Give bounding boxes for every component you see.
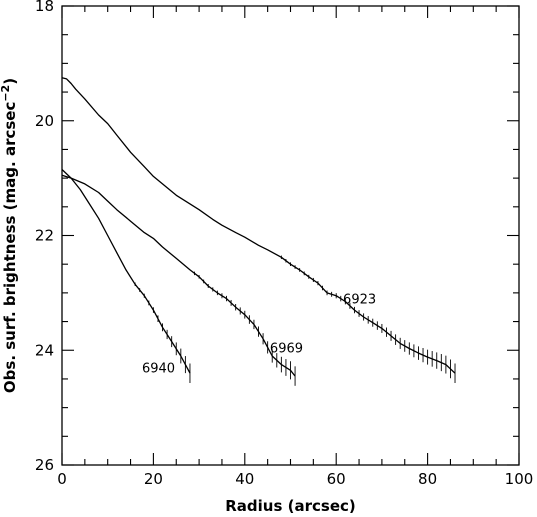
series-6969 [61, 174, 296, 386]
y-axis-label-main: Obs. surf. brightness (mag. arcsec [1, 102, 19, 393]
y-tick-label: 18 [35, 0, 54, 15]
y-tick-label: 24 [35, 341, 54, 359]
series-6923 [61, 77, 456, 383]
x-tick-label: 60 [327, 470, 346, 488]
series-line-6923 [61, 77, 456, 374]
y-axis-label-close: ) [1, 78, 19, 85]
series-annotations: 6923 6969 6940 [142, 293, 376, 377]
y-tick-label: 26 [35, 456, 54, 474]
series-label-6940: 6940 [142, 361, 175, 376]
series-label-6923: 6923 [343, 293, 376, 308]
axis-ticks [61, 5, 520, 466]
series-line-6940 [61, 169, 191, 374]
x-tick-label: 40 [235, 470, 254, 488]
y-axis-label-sup: −2 [0, 85, 12, 102]
series-line-6969 [61, 174, 296, 377]
x-tick-label: 100 [505, 470, 534, 488]
plot-frame [61, 5, 520, 466]
series-6940 [61, 169, 191, 383]
x-tick-label: 80 [418, 470, 437, 488]
series-layer [61, 77, 456, 386]
x-tick-label: 0 [57, 470, 67, 488]
series-label-6969: 6969 [270, 341, 303, 356]
x-axis-label: Radius (arcsec) [225, 497, 356, 515]
y-tick-label: 20 [35, 112, 54, 130]
x-tick-label: 20 [144, 470, 163, 488]
y-axis-label: Obs. surf. brightness (mag. arcsec−2) [0, 78, 19, 393]
tick-labels: 0 20 40 60 80 100 18 20 22 24 26 [35, 0, 533, 488]
y-tick-label: 22 [35, 227, 54, 245]
